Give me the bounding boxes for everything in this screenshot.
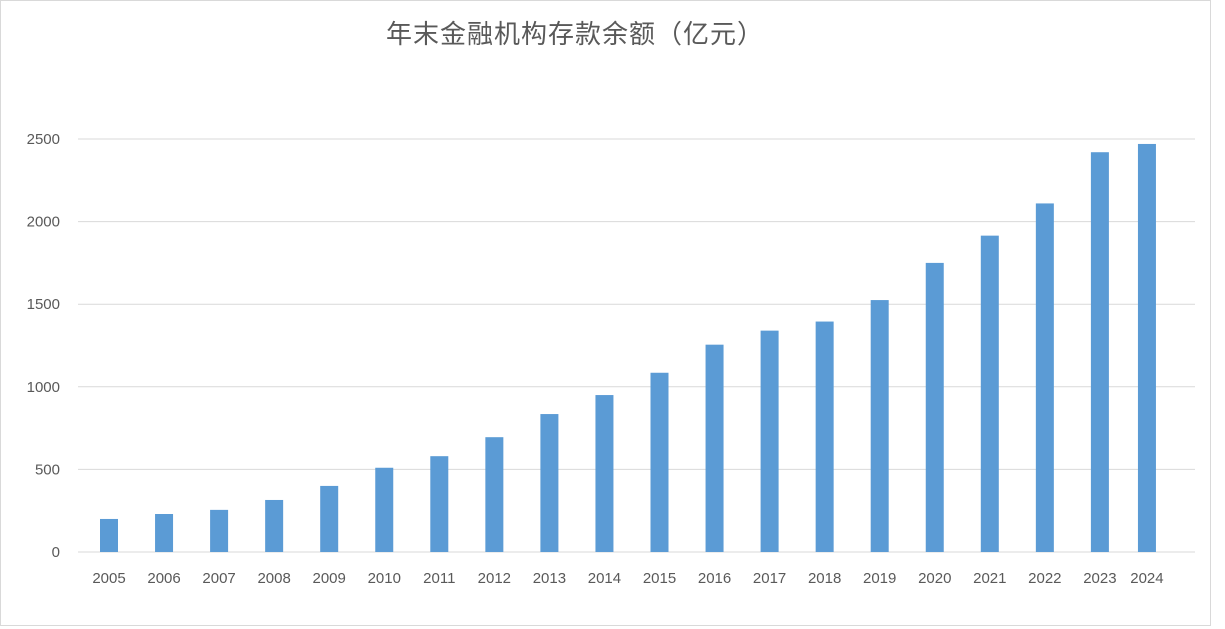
- x-tick-label: 2006: [147, 570, 180, 587]
- y-tick-label: 0: [52, 544, 60, 561]
- x-axis-tick-labels: 2005 2006 2007 2008 2009 2010 2011 2012 2013 2014…: [92, 570, 1163, 587]
- x-tick-label: 2010: [368, 570, 401, 587]
- bar-2021: [980, 235, 999, 552]
- x-tick-label: 2013: [533, 570, 566, 587]
- x-tick-label: 2018: [808, 570, 841, 587]
- x-tick-label: 2009: [313, 570, 346, 587]
- bar-2015: [650, 372, 669, 552]
- bar-2018: [815, 321, 834, 552]
- y-axis-tick-labels: 0 500 1000 1500 2000 2500: [27, 131, 60, 561]
- bar-2006: [155, 514, 174, 552]
- x-tick-label: 2021: [973, 570, 1006, 587]
- bar-2005: [100, 518, 118, 552]
- bar-2012: [485, 437, 504, 552]
- x-tick-label: 2022: [1028, 570, 1061, 587]
- bar-2014: [595, 395, 614, 552]
- bar-2009: [320, 485, 339, 552]
- bar-2019: [870, 300, 889, 552]
- bar-2008: [265, 499, 284, 552]
- bar-2023: [1090, 152, 1109, 552]
- bar-2013: [540, 414, 559, 552]
- bar-2010: [375, 467, 394, 552]
- y-tick-label: 500: [35, 461, 60, 478]
- x-tick-label: 2016: [698, 570, 731, 587]
- x-tick-label: 2007: [202, 570, 235, 587]
- y-tick-label: 2500: [27, 131, 60, 148]
- x-tick-label: 2014: [588, 570, 621, 587]
- bar-2024: [1137, 143, 1156, 552]
- bar-2016: [705, 344, 724, 552]
- bar-2011: [430, 456, 449, 552]
- x-tick-label: 2024: [1130, 570, 1163, 587]
- x-tick-label: 2005: [92, 570, 125, 587]
- bar-2017: [760, 330, 779, 552]
- bar-2007: [210, 509, 229, 552]
- x-tick-label: 2015: [643, 570, 676, 587]
- x-tick-label: 2011: [423, 570, 455, 587]
- x-tick-label: 2012: [478, 570, 511, 587]
- y-tick-label: 2000: [27, 214, 60, 231]
- bar-2022: [1035, 203, 1054, 553]
- x-tick-label: 2017: [753, 570, 786, 587]
- bars: [100, 143, 1156, 553]
- gridlines: [78, 138, 1195, 553]
- bar-2020: [925, 262, 944, 552]
- chart-title: 年末金融机构存款余额（亿元）: [385, 20, 764, 50]
- y-tick-label: 1500: [27, 296, 60, 313]
- x-tick-label: 2019: [863, 570, 896, 587]
- y-tick-label: 1000: [27, 379, 60, 396]
- x-tick-label: 2008: [257, 570, 290, 587]
- x-tick-label: 2020: [918, 570, 951, 587]
- x-tick-label: 2023: [1083, 570, 1116, 587]
